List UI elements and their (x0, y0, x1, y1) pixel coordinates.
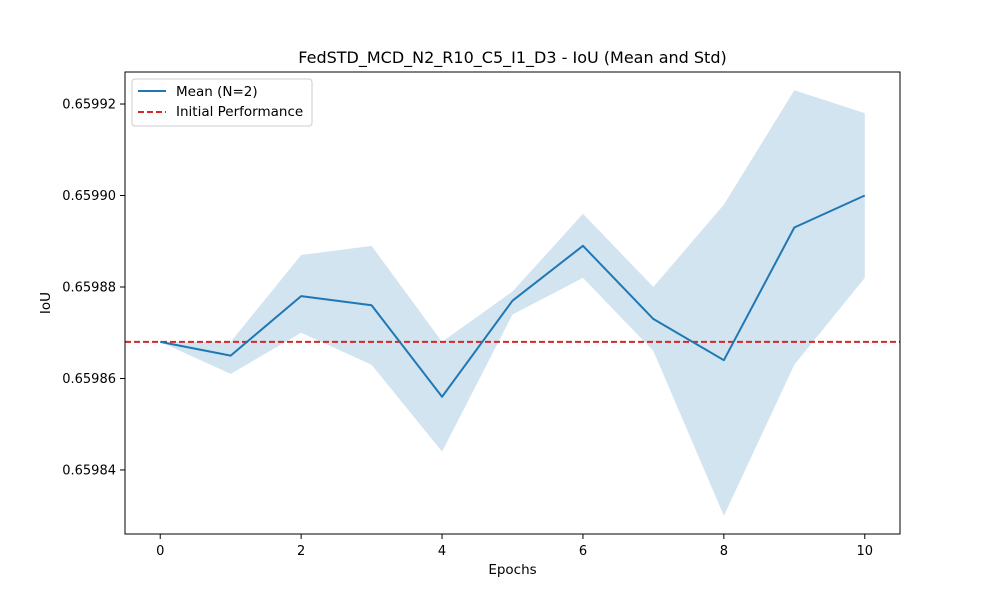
y-tick-label: 0.65988 (62, 280, 116, 295)
x-tick-label: 10 (856, 544, 873, 559)
y-axis-label: IoU (38, 292, 54, 314)
mean-line (160, 194, 866, 398)
mean-point (371, 304, 373, 306)
mean-point (512, 300, 514, 302)
legend-initial-performance-label: Initial Performance (176, 104, 303, 120)
legend-mean-label: Mean (N=2) (176, 84, 258, 100)
legend-box (131, 78, 313, 127)
plot-area (125, 90, 900, 516)
x-tick-label: 2 (297, 544, 305, 559)
x-axis-label: Epochs (488, 562, 536, 578)
y-tick-label: 0.65992 (62, 98, 116, 113)
std-band (160, 90, 865, 516)
legend: Mean (N=2) Initial Performance (131, 78, 313, 127)
mean-point (300, 295, 302, 297)
plot-frame (124, 71, 901, 535)
mean-point (864, 195, 866, 197)
mean-point (793, 227, 795, 229)
y-tick-label: 0.65984 (62, 463, 116, 478)
x-tick-label: 0 (156, 544, 164, 559)
mean-point (582, 245, 584, 247)
x-tick-label: 8 (720, 544, 728, 559)
mean-point (723, 359, 725, 361)
mean-point (441, 396, 443, 398)
x-axis: 0 2 4 6 8 10 (156, 534, 873, 559)
x-tick-label: 4 (438, 544, 446, 559)
y-tick-label: 0.65986 (62, 372, 116, 387)
x-tick-label: 6 (579, 544, 587, 559)
mean-point (230, 355, 232, 357)
y-tick-label: 0.65990 (62, 189, 116, 204)
chart-title: FedSTD_MCD_N2_R10_C5_I1_D3 - IoU (Mean a… (298, 48, 726, 68)
mean-point (159, 341, 161, 343)
y-axis: 0.65984 0.65986 0.65988 0.65990 0.65992 (62, 98, 125, 478)
mean-point (652, 318, 654, 320)
